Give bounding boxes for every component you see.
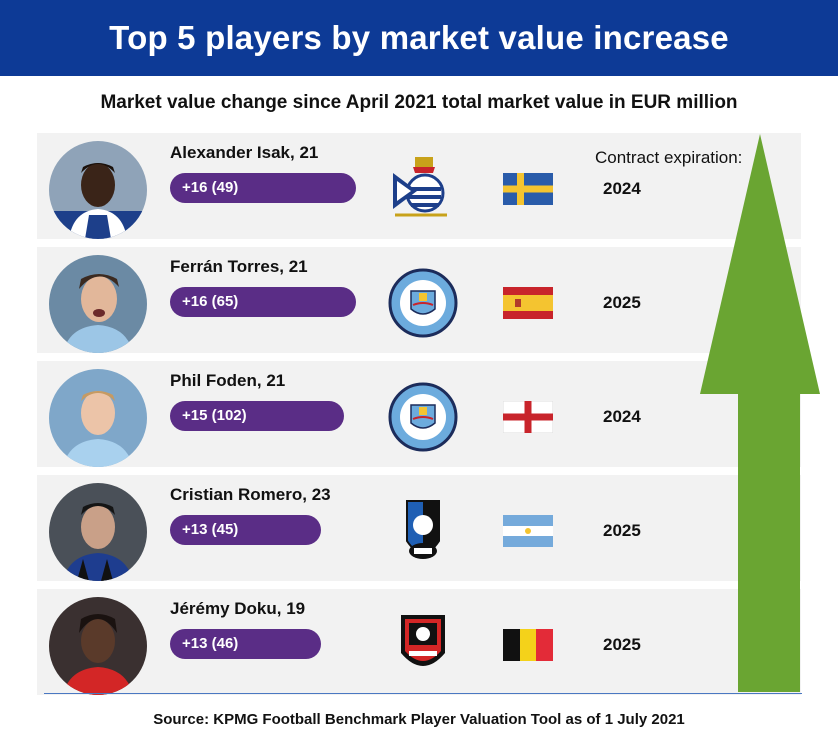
player-row: Ferrán Torres, 21 +16 (65) 2025 <box>37 247 801 353</box>
chart-subtitle: Market value change since April 2021 tot… <box>100 92 738 113</box>
source-note: Source: KPMG Football Benchmark Player V… <box>153 711 685 728</box>
player-name: Cristian Romero, 23 <box>170 485 331 504</box>
stade-rennais-crest-icon <box>387 609 459 681</box>
player-photo-icon <box>49 483 147 581</box>
spain-flag-icon <box>503 287 553 319</box>
player-photo-icon <box>49 141 147 239</box>
player-name: Alexander Isak, 21 <box>170 143 319 162</box>
player-row: Jérémy Doku, 19 +13 (46) 2025 <box>37 589 801 695</box>
up-arrow-icon <box>700 134 820 692</box>
contract-year: 2025 <box>603 521 641 540</box>
value-bar: +13 (45) <box>170 515 321 545</box>
value-bar: +16 (49) <box>170 173 356 203</box>
sweden-flag-icon <box>503 173 553 205</box>
value-label: +16 (65) <box>182 293 239 310</box>
england-flag-icon <box>503 401 553 433</box>
contract-year: 2024 <box>603 407 641 426</box>
player-name: Jérémy Doku, 19 <box>170 599 306 618</box>
value-label: +13 (46) <box>182 635 239 652</box>
argentina-flag-icon <box>503 515 553 547</box>
player-photo-icon <box>49 597 147 695</box>
player-row: Alexander Isak, 21 +16 (49) 2024 <box>37 133 801 239</box>
player-row: Phil Foden, 21 +15 (102) 2024 <box>37 361 801 467</box>
value-label: +15 (102) <box>182 407 247 424</box>
contract-year: 2025 <box>603 293 641 312</box>
atalanta-crest-icon <box>387 495 459 567</box>
contract-year: 2024 <box>603 179 641 198</box>
value-bar: +16 (65) <box>170 287 356 317</box>
belgium-flag-icon <box>503 629 553 661</box>
player-name: Ferrán Torres, 21 <box>170 257 308 276</box>
baseline-divider <box>44 693 802 694</box>
manchester-city-crest-icon <box>387 267 459 339</box>
contract-expiration-label: Contract expiration: <box>595 148 743 167</box>
value-label: +16 (49) <box>182 179 239 196</box>
contract-year: 2025 <box>603 635 641 654</box>
chart-title: Top 5 players by market value increase <box>0 0 838 76</box>
player-row: Cristian Romero, 23 +13 (45) 2025 <box>37 475 801 581</box>
value-bar: +15 (102) <box>170 401 344 431</box>
value-label: +13 (45) <box>182 521 239 538</box>
player-name: Phil Foden, 21 <box>170 371 286 390</box>
value-bar: +13 (46) <box>170 629 321 659</box>
player-rows: Alexander Isak, 21 +16 (49) 2024 <box>37 133 801 695</box>
manchester-city-crest-icon <box>387 381 459 453</box>
player-photo-icon <box>49 369 147 467</box>
player-photo-icon <box>49 255 147 353</box>
up-arrow-shape <box>700 134 820 692</box>
real-sociedad-crest-icon <box>387 153 459 225</box>
